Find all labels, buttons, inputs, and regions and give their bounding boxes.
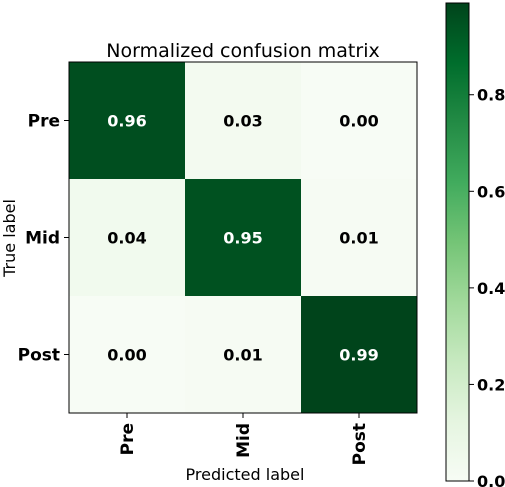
cell-value-label: 0.00 bbox=[339, 112, 378, 131]
y-axis-ticks: Pre Mid Post bbox=[18, 112, 69, 366]
matrix-cell bbox=[301, 179, 418, 297]
matrix-cell bbox=[69, 179, 186, 297]
x-axis-label: Predicted label bbox=[186, 465, 305, 484]
matrix-cell bbox=[185, 179, 302, 297]
colorbar-tick-label: 0.4 bbox=[477, 279, 505, 298]
y-axis-label: True label bbox=[0, 199, 19, 278]
y-tick-label: Pre bbox=[28, 112, 60, 132]
cell-value-label: 0.96 bbox=[107, 112, 146, 131]
y-tick-label: Mid bbox=[25, 229, 60, 249]
matrix-cell bbox=[185, 62, 302, 180]
matrix-cell bbox=[301, 62, 418, 180]
cell-value-label: 0.01 bbox=[339, 229, 378, 248]
x-tick-label: Pre bbox=[118, 423, 138, 455]
y-tick-label: Post bbox=[18, 346, 60, 366]
matrix-cell bbox=[301, 296, 418, 414]
chart-title: Normalized confusion matrix bbox=[106, 40, 379, 62]
colorbar-tick-label: 0.2 bbox=[477, 375, 505, 394]
cell-value-labels: 0.96 0.03 0.00 0.04 0.95 0.01 0.00 0.01 0.99 bbox=[107, 112, 378, 365]
matrix-cells bbox=[69, 62, 418, 414]
x-tick-label: Post bbox=[350, 423, 370, 465]
colorbar-tick-label: 0.6 bbox=[477, 182, 505, 201]
x-axis-ticks: Pre Mid Post bbox=[118, 413, 370, 465]
colorbar-tick-label: 0.8 bbox=[477, 86, 505, 105]
matrix-cell bbox=[69, 296, 186, 414]
cell-value-label: 0.01 bbox=[223, 346, 262, 365]
cell-value-label: 0.04 bbox=[107, 229, 146, 248]
matrix-cell bbox=[185, 296, 302, 414]
matrix-cell bbox=[69, 62, 186, 180]
cell-value-label: 0.00 bbox=[107, 346, 146, 365]
colorbar-ticks: 0.0 0.2 0.4 0.6 0.8 bbox=[469, 86, 505, 487]
colorbar-tick-label: 0.0 bbox=[477, 472, 505, 487]
cell-value-label: 0.95 bbox=[223, 229, 262, 248]
cell-value-label: 0.03 bbox=[223, 112, 262, 131]
colorbar bbox=[445, 2, 470, 482]
x-tick-label: Mid bbox=[234, 423, 254, 458]
cell-value-label: 0.99 bbox=[339, 346, 378, 365]
